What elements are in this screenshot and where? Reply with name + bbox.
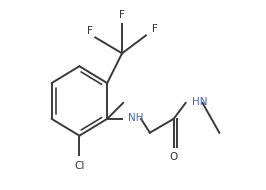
Text: Cl: Cl xyxy=(74,161,85,170)
Text: HN: HN xyxy=(192,97,207,107)
Text: F: F xyxy=(119,10,125,20)
Text: F: F xyxy=(152,25,158,34)
Text: NH: NH xyxy=(128,113,144,123)
Text: F: F xyxy=(87,26,93,36)
Text: O: O xyxy=(170,152,178,162)
